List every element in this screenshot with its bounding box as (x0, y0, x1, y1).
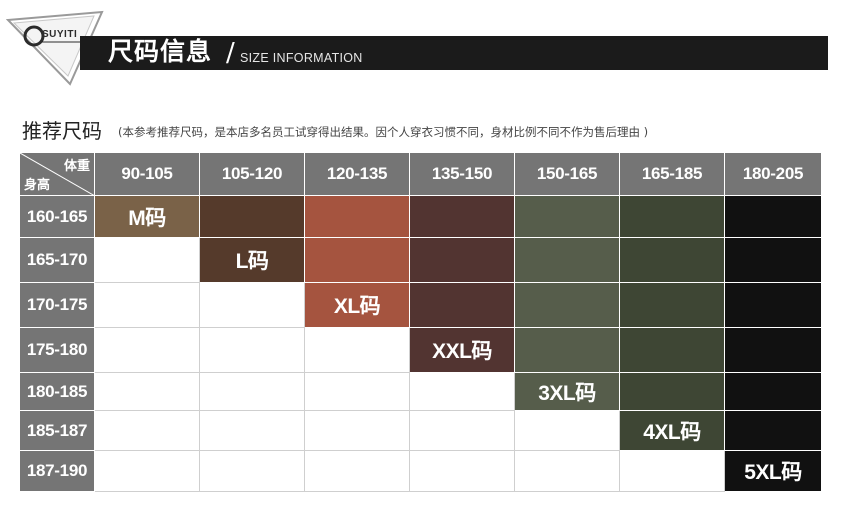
weight-header: 90-105 (95, 153, 200, 196)
header-banner (80, 36, 828, 70)
size-cell (410, 238, 515, 283)
size-cell (95, 238, 200, 283)
size-cell (410, 373, 515, 411)
size-cell (515, 238, 620, 283)
page-subtitle: SIZE INFORMATION (240, 51, 363, 65)
title-separator: / (226, 38, 235, 68)
size-cell (305, 328, 410, 373)
size-label: L码 (200, 238, 305, 283)
logo-text: SUYITI (42, 29, 78, 40)
size-cell (305, 451, 410, 492)
size-cell (200, 328, 305, 373)
size-label: XL码 (305, 283, 410, 328)
height-header: 170-175 (20, 283, 95, 328)
size-cell (725, 328, 822, 373)
size-cell (305, 196, 410, 238)
size-cell (620, 373, 725, 411)
size-label: 4XL码 (620, 411, 725, 451)
weight-header: 150-165 (515, 153, 620, 196)
size-label: M码 (95, 196, 200, 238)
size-cell (620, 196, 725, 238)
height-header: 185-187 (20, 411, 95, 451)
size-cell (410, 451, 515, 492)
brand-logo: SUYITI (5, 6, 106, 86)
size-cell (725, 411, 822, 451)
section-note: (本参考推荐尺码，是本店多名员工试穿得出结果。因个人穿衣习惯不同，身材比例不同不… (118, 125, 649, 139)
size-cell (200, 411, 305, 451)
size-cell (515, 451, 620, 492)
size-cell (515, 328, 620, 373)
size-cell (620, 328, 725, 373)
size-cell (95, 328, 200, 373)
size-cell (410, 196, 515, 238)
weight-header: 165-185 (620, 153, 725, 196)
size-cell (200, 283, 305, 328)
size-cell (515, 196, 620, 238)
weight-header: 180-205 (725, 153, 822, 196)
corner-diagonal (20, 153, 94, 195)
size-cell (725, 283, 822, 328)
section-title: 推荐尺码 (22, 119, 102, 143)
page-title: 尺码信息 (108, 37, 213, 66)
weight-header: 105-120 (200, 153, 305, 196)
height-header: 175-180 (20, 328, 95, 373)
size-cell (515, 283, 620, 328)
size-label: 3XL码 (515, 373, 620, 411)
size-cell (200, 196, 305, 238)
weight-header: 120-135 (305, 153, 410, 196)
size-cell (620, 238, 725, 283)
size-cell (725, 196, 822, 238)
weight-header: 135-150 (410, 153, 515, 196)
size-cell (305, 373, 410, 411)
size-cell (410, 411, 515, 451)
size-cell (515, 411, 620, 451)
size-label: 5XL码 (725, 451, 822, 492)
size-cell (200, 451, 305, 492)
size-cell (95, 411, 200, 451)
size-cell (620, 451, 725, 492)
height-header: 187-190 (20, 451, 95, 492)
size-cell (305, 411, 410, 451)
height-header: 165-170 (20, 238, 95, 283)
size-cell (95, 451, 200, 492)
corner-height-label: 身高 (24, 178, 51, 193)
height-header: 180-185 (20, 373, 95, 411)
size-cell (725, 373, 822, 411)
size-cell (95, 283, 200, 328)
table-corner: 体重 身高 (20, 153, 95, 196)
size-cell (305, 238, 410, 283)
size-cell (620, 283, 725, 328)
size-cell (95, 373, 200, 411)
logo-triangle-icon (5, 10, 104, 86)
size-cell (200, 373, 305, 411)
size-label: XXL码 (410, 328, 515, 373)
size-cell (725, 238, 822, 283)
corner-weight-label: 体重 (63, 159, 90, 174)
size-cell (410, 283, 515, 328)
size-table: 体重 身高 90-105 105-120 120-135 135-150 150-165 16… (20, 153, 822, 492)
height-header: 160-165 (20, 196, 95, 238)
